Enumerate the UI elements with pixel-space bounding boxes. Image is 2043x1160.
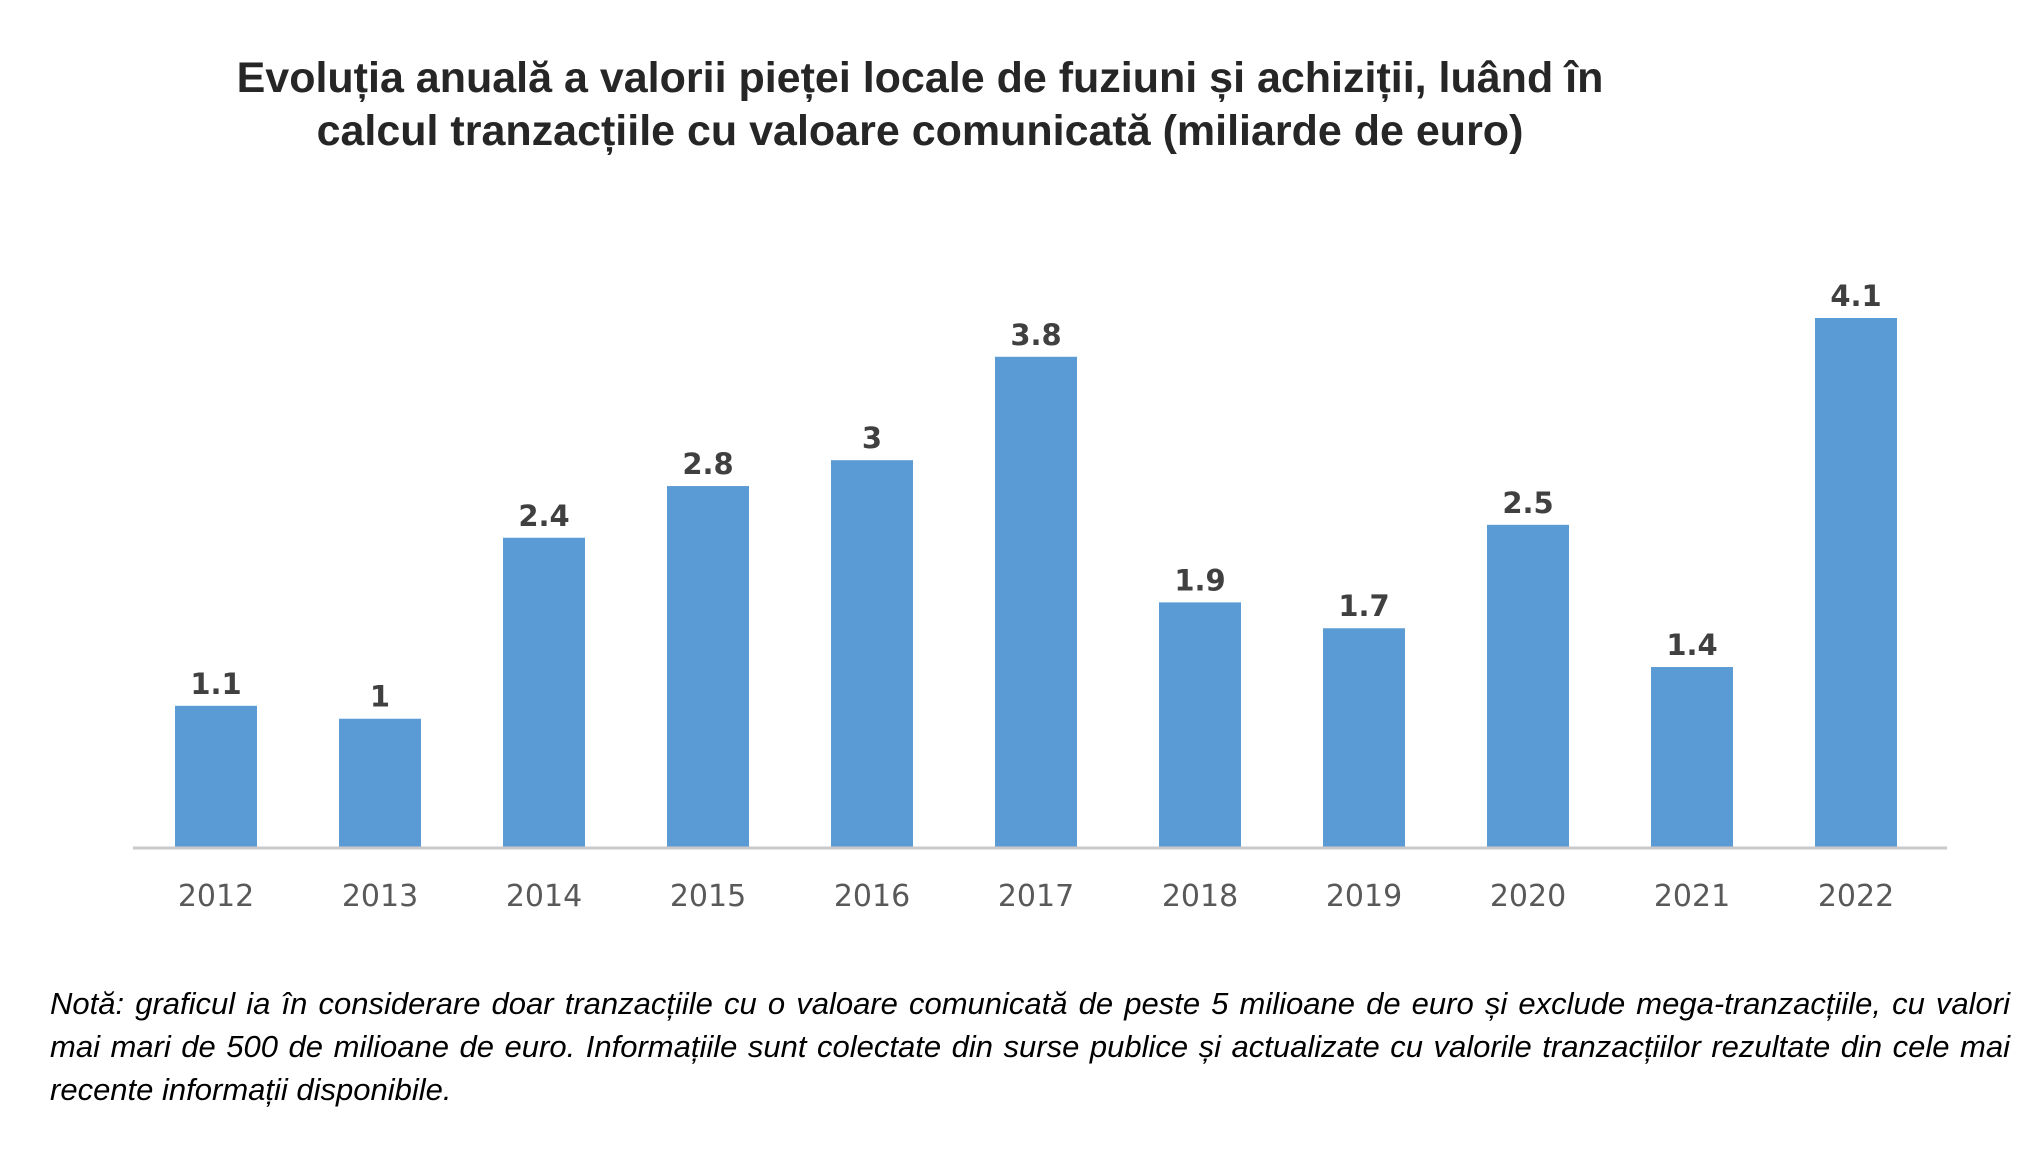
data-label-2022: 4.1 (1830, 279, 1881, 313)
bar-2016 (831, 460, 913, 848)
data-label-2021: 1.4 (1666, 628, 1717, 662)
bar-chart: 1.1 12.42.833.81.91.72.51.44.1 2012 2013 20… (133, 279, 1947, 914)
data-label-2012: 1.1 (190, 667, 241, 701)
bar-2013 (339, 718, 421, 848)
x-tick-label-2017: 2017 (998, 879, 1074, 914)
chart-title: Evoluția anuală a valorii pieței locale … (236, 54, 1604, 155)
x-tick-label-2016: 2016 (834, 879, 910, 914)
x-tick-label-2018: 2018 (1162, 879, 1238, 914)
data-label-2020: 2.5 (1502, 486, 1553, 520)
x-tick-label-2020: 2020 (1490, 879, 1566, 914)
x-tick-label-2022: 2022 (1818, 879, 1894, 914)
data-label-2017: 3.8 (1010, 318, 1061, 352)
bar-2021 (1651, 667, 1733, 848)
data-label-2016: 3 (862, 421, 882, 455)
x-tick-label-2021: 2021 (1654, 879, 1730, 914)
data-label-2019: 1.7 (1338, 589, 1389, 623)
data-label-2015: 2.8 (682, 447, 733, 481)
data-labels-group: 1.1 1 2.4 2.8 3 3.8 1.9 1.7 2.5 1.4 4.1 (190, 279, 1881, 714)
x-tick-label-2015: 2015 (670, 879, 746, 914)
bar-2012 (175, 705, 257, 848)
bar-2020 (1487, 524, 1569, 848)
x-tick-labels-group: 2012 2013 2014 2015 2016 2017 2018 2019 2020 2021… (178, 879, 1894, 914)
x-tick-label-2019: 2019 (1326, 879, 1402, 914)
data-label-2018: 1.9 (1174, 563, 1225, 597)
data-label-2014: 2.4 (518, 499, 569, 533)
bars-group (175, 318, 1897, 848)
bar-2017 (995, 356, 1077, 848)
bar-2022 (1815, 318, 1897, 848)
chart-note: Notă: graficul ia în considerare doar tr… (50, 986, 2010, 1107)
bar-2019 (1323, 628, 1405, 848)
x-tick-label-2014: 2014 (506, 879, 582, 914)
bar-2018 (1159, 602, 1241, 848)
x-tick-label-2013: 2013 (342, 879, 418, 914)
bar-2014 (503, 537, 585, 848)
data-label-2013: 1 (370, 680, 390, 714)
x-tick-label-2012: 2012 (178, 879, 254, 914)
bar-2015 (667, 486, 749, 848)
